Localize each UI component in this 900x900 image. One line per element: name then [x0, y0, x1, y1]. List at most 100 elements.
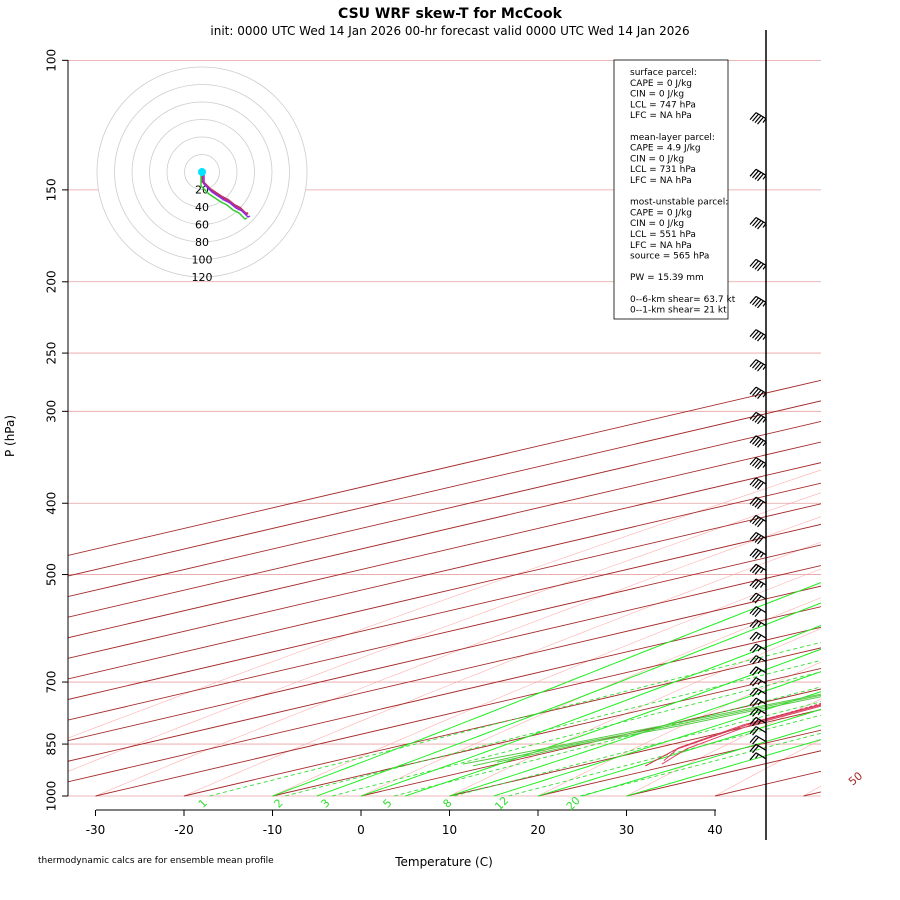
dry-adiabat: [68, 469, 821, 739]
wind-barb-flag: [762, 223, 767, 228]
footnote: thermodynamic calcs are for ensemble mea…: [38, 856, 274, 866]
x-axis-label: Temperature (C): [394, 855, 493, 869]
parcel-info-line: most-unstable parcel:: [630, 198, 728, 208]
wind-barb-flag: [749, 752, 757, 761]
isotherm-line: [68, 379, 821, 556]
wind-barb-flag: [757, 536, 764, 545]
wind-barb-flag: [752, 565, 759, 574]
isotherm-line: [68, 421, 821, 598]
wind-barb-flag: [752, 699, 759, 707]
parcel-profile: [645, 702, 821, 767]
wind-barb-flag: [752, 594, 759, 602]
wind-barb-flag: [752, 580, 759, 588]
wind-barb-flag: [757, 439, 764, 448]
wind-barb-shaft: [755, 726, 767, 734]
wind-barb-flag: [760, 568, 764, 574]
wind-barb-flag: [749, 112, 757, 120]
wind-barb-flag: [749, 578, 757, 587]
wind-barb-flag: [757, 333, 764, 342]
wind-barb-flag: [754, 220, 762, 228]
wind-barb-flag: [749, 259, 757, 267]
wind-barb: [749, 716, 767, 727]
hodograph-ring: [114, 84, 290, 260]
wind-barb: [749, 687, 767, 697]
moist-adiabat: [449, 671, 821, 797]
hodograph-ring: [131, 101, 273, 243]
wind-barb-flag: [757, 646, 762, 652]
wind-barb: [749, 619, 767, 629]
parcel-info-line: CAPE = 4.9 J/kg: [630, 144, 701, 154]
x-tick-label: 40: [707, 823, 722, 837]
parcel-info-line: CIN = 0 J/kg: [630, 219, 684, 229]
wind-barb-flag: [754, 499, 762, 508]
dry-adiabat: [892, 60, 900, 796]
isotherm-line: [272, 667, 821, 797]
wind-barb-flag: [752, 736, 759, 745]
moist-adiabat: [316, 602, 821, 797]
wind-barb-flag: [754, 332, 762, 340]
wind-barb-shaft: [755, 752, 767, 760]
isotherm-line: [68, 606, 821, 783]
chart-title: CSU WRF skew-T for McCook: [338, 6, 562, 22]
wind-barb: [749, 643, 767, 653]
wind-barb-flag: [757, 690, 762, 696]
wind-barb-flag: [752, 260, 759, 269]
wind-barb: [749, 329, 767, 342]
wind-barb-flag: [752, 656, 759, 665]
hodograph-ring-label: 60: [195, 219, 209, 232]
wind-barb-flag: [762, 463, 767, 468]
wind-barb-flag: [749, 435, 757, 444]
hodograph-ring-label: 20: [195, 184, 209, 197]
mixing-ratio-line: [393, 686, 821, 797]
wind-barb-flag: [749, 687, 757, 696]
wind-barb: [749, 752, 767, 761]
wind-barb-flag: [757, 680, 762, 685]
wind-barb-flag: [757, 658, 762, 663]
parcel-info-line: mean-layer parcel:: [630, 133, 715, 143]
wind-barb-flag: [749, 592, 757, 601]
isotherm-line: [68, 523, 821, 700]
y-tick-label: 150: [45, 178, 59, 201]
wind-barb: [749, 496, 767, 510]
wind-barb-flag: [752, 718, 759, 727]
wind-barb-flag: [749, 606, 757, 614]
y-tick-label: 500: [45, 563, 59, 586]
hodograph-ring-label: 80: [195, 236, 209, 249]
parcel-info-line: LCL = 731 hPa: [630, 165, 696, 175]
wind-barb: [749, 677, 767, 687]
wind-barb-flag: [762, 265, 767, 270]
parcel-info-line: source = 565 hPa: [630, 252, 709, 262]
y-tick-label: 250: [45, 342, 59, 365]
wind-barb-flag: [752, 388, 759, 396]
wind-barb-flag: [754, 566, 762, 575]
wind-barb-flag: [757, 622, 762, 627]
x-tick-label: -10: [263, 823, 283, 837]
wind-barb-flag: [757, 391, 764, 399]
wind-barb: [749, 666, 767, 676]
isotherm-line: [95, 626, 821, 797]
dewpoint-profile: [462, 693, 821, 765]
wind-barb-flag: [757, 173, 764, 182]
wind-barb-flag: [757, 221, 764, 230]
wind-barb: [749, 168, 767, 182]
wind-barb: [749, 531, 767, 545]
wind-barb-flag: [749, 412, 757, 420]
wind-barb-flag: [754, 438, 762, 447]
wind-barb-flag: [762, 118, 767, 123]
wind-barb-flag: [754, 551, 762, 560]
wind-barb-flag: [754, 581, 762, 590]
x-tick-label: 30: [619, 823, 634, 837]
wind-barb-flag: [757, 634, 762, 640]
wind-barb: [749, 411, 767, 425]
wind-barb-flag: [762, 302, 767, 307]
wind-barb-flag: [752, 667, 759, 676]
x-tick-label: -20: [174, 823, 194, 837]
wind-barb: [749, 726, 767, 736]
wind-barb-flag: [757, 482, 764, 490]
parcel-info-line: LCL = 551 hPa: [630, 230, 696, 240]
wind-barb-flag: [752, 413, 759, 422]
wind-barb-flag: [752, 479, 759, 487]
parcel-info-line: CIN = 0 J/kg: [630, 90, 684, 100]
wind-barb-flag: [749, 717, 757, 725]
